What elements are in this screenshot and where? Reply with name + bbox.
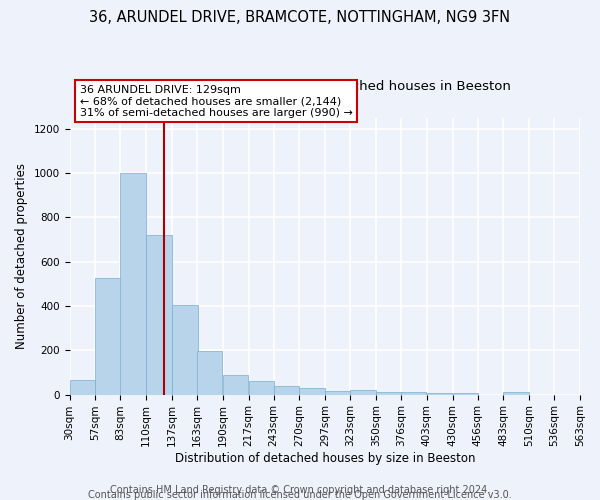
- Bar: [401, 392, 427, 394]
- Bar: [120, 173, 146, 394]
- Bar: [325, 390, 351, 394]
- Y-axis label: Number of detached properties: Number of detached properties: [15, 163, 28, 349]
- Bar: [146, 235, 172, 394]
- Bar: [248, 382, 274, 394]
- Bar: [172, 305, 197, 394]
- Text: 36, ARUNDEL DRIVE, BRAMCOTE, NOTTINGHAM, NG9 3FN: 36, ARUNDEL DRIVE, BRAMCOTE, NOTTINGHAM,…: [89, 10, 511, 25]
- Title: Size of property relative to detached houses in Beeston: Size of property relative to detached ho…: [139, 80, 511, 93]
- Text: Contains HM Land Registry data © Crown copyright and database right 2024.: Contains HM Land Registry data © Crown c…: [110, 485, 490, 495]
- Bar: [350, 390, 376, 394]
- Bar: [197, 351, 223, 395]
- Bar: [70, 380, 95, 394]
- Text: 36 ARUNDEL DRIVE: 129sqm
← 68% of detached houses are smaller (2,144)
31% of sem: 36 ARUNDEL DRIVE: 129sqm ← 68% of detach…: [80, 84, 353, 118]
- Bar: [376, 392, 401, 394]
- Bar: [503, 392, 529, 394]
- Bar: [274, 386, 299, 394]
- Bar: [427, 393, 452, 394]
- Text: Contains public sector information licensed under the Open Government Licence v3: Contains public sector information licen…: [88, 490, 512, 500]
- Bar: [223, 374, 248, 394]
- X-axis label: Distribution of detached houses by size in Beeston: Distribution of detached houses by size …: [175, 452, 475, 465]
- Bar: [299, 388, 325, 394]
- Bar: [95, 278, 121, 394]
